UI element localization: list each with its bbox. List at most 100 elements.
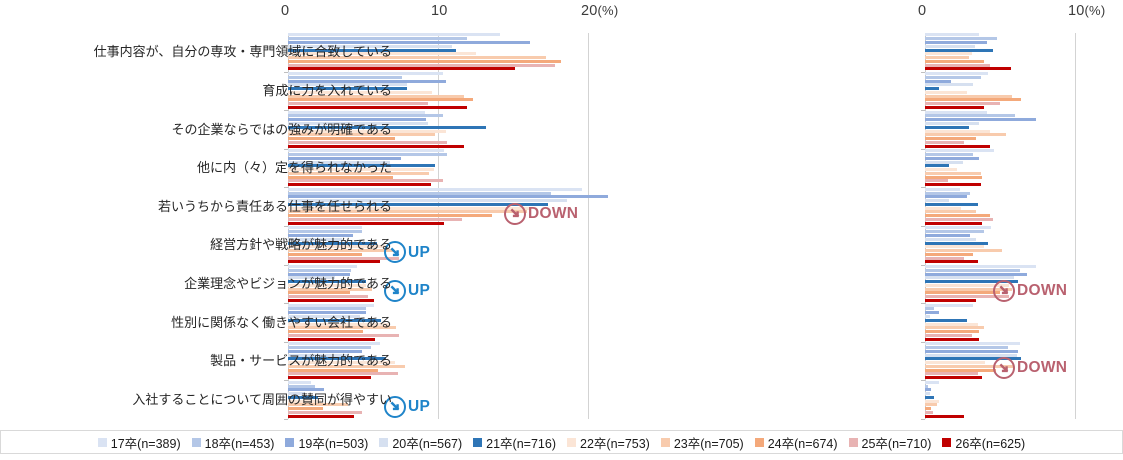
bar [925,56,969,60]
bar [288,260,380,264]
bar [925,399,939,403]
category-label: 性別に関係なく働きやすい会社である [171,314,392,330]
legend-item[interactable]: 25卒(n=710) [848,433,931,452]
bar [288,72,443,75]
bar [925,218,993,222]
axis-tickmark [921,264,925,266]
legend-item[interactable]: 17卒(n=389) [97,433,181,452]
bar [288,59,561,63]
bar [288,357,386,361]
bar [288,407,323,411]
bar [288,156,401,160]
bar [288,353,348,357]
bar [288,168,434,172]
bar [288,144,464,148]
bar [925,221,982,225]
bar [925,233,970,237]
gridline [1075,33,1076,419]
bar [925,44,975,48]
bar [925,237,976,241]
axis-ticks-left: 0 10 20(%) [0,3,618,25]
bar [925,114,1015,118]
legend-item[interactable]: 23卒(n=705) [660,433,744,452]
axis-tickmark [284,148,288,150]
category-label: 企業理念やビジョンが魅力的である [184,275,392,291]
bar [288,276,335,280]
bar [288,307,366,311]
bar [925,380,939,384]
bar [288,392,305,396]
bar [288,395,318,399]
bar [288,376,371,380]
bar [925,125,969,129]
bar [925,295,1009,299]
bar [925,199,949,203]
bar [288,75,402,79]
bar [925,322,978,326]
bar [925,345,1008,349]
legend-item[interactable]: 21卒(n=716) [473,433,556,452]
trend-badge-label: UP [408,282,431,300]
bar [288,384,315,388]
bar [925,303,973,307]
category-label: 他に内（々）定を得られなかった [196,160,392,176]
bar [925,280,1018,284]
bar [925,160,963,164]
bar [288,249,393,253]
bar [925,249,1002,253]
axis-tick-label: 0 [918,3,927,19]
bar [925,102,1000,106]
axis-tickmark [284,419,288,420]
bar [288,79,446,83]
arrow-down-right-circle-icon [384,241,406,264]
legend-color-swatch [97,437,107,447]
down-trend-badge: DOWN [993,357,1067,380]
legend-item[interactable]: 19卒(n=503) [285,433,368,452]
legend-item[interactable]: 26卒(n=625) [942,433,1025,452]
bar [925,187,960,191]
bar [288,364,405,368]
bar [288,414,354,418]
legend-item[interactable]: 24卒(n=674) [754,433,838,452]
bar [288,160,390,164]
bar [288,303,374,307]
axis-tickmark [921,148,925,150]
axis-zero-line [288,33,289,419]
axis-tick-label: 10(%) [1068,3,1106,19]
axis-tickmark [284,187,288,189]
bar [288,233,353,237]
bar [925,314,930,318]
legend-label: 23卒(n=705) [673,436,744,451]
bar [288,326,396,330]
bar [288,121,428,125]
bar [925,33,979,37]
bar [288,40,530,44]
legend-item[interactable]: 18卒(n=453) [191,433,275,452]
gridline [588,33,589,419]
bar [288,187,582,191]
legend-item[interactable]: 20卒(n=567) [379,433,462,452]
category-label: 育成に力を入れている [262,82,392,98]
bar [925,342,1020,346]
category-label: 製品・サービスが魅力的である [210,353,392,369]
bar [925,272,1027,276]
legend-color-swatch [660,437,670,447]
axis-zero-line [925,33,926,419]
bar [925,168,957,172]
bar [288,399,321,403]
bar [288,210,527,214]
bar [925,59,984,63]
bar [925,333,972,337]
bar [288,361,395,365]
category-label: その企業ならではの強みが明確である [171,121,392,137]
chart-panel-right: 0 10(%) 仕事内容が、自分の専攻・専門領域に合致している 育成に力を入れている… [94,0,1123,424]
bar [925,291,1000,295]
legend-item[interactable]: 22卒(n=753) [567,433,650,452]
legend-label: 18卒(n=453) [204,436,275,451]
bar [288,106,467,110]
axis-tickmark [921,380,925,382]
legend-color-swatch [285,437,295,447]
category-label: 経営方針や戦略が魅力的である [210,237,392,253]
bar [925,149,994,153]
